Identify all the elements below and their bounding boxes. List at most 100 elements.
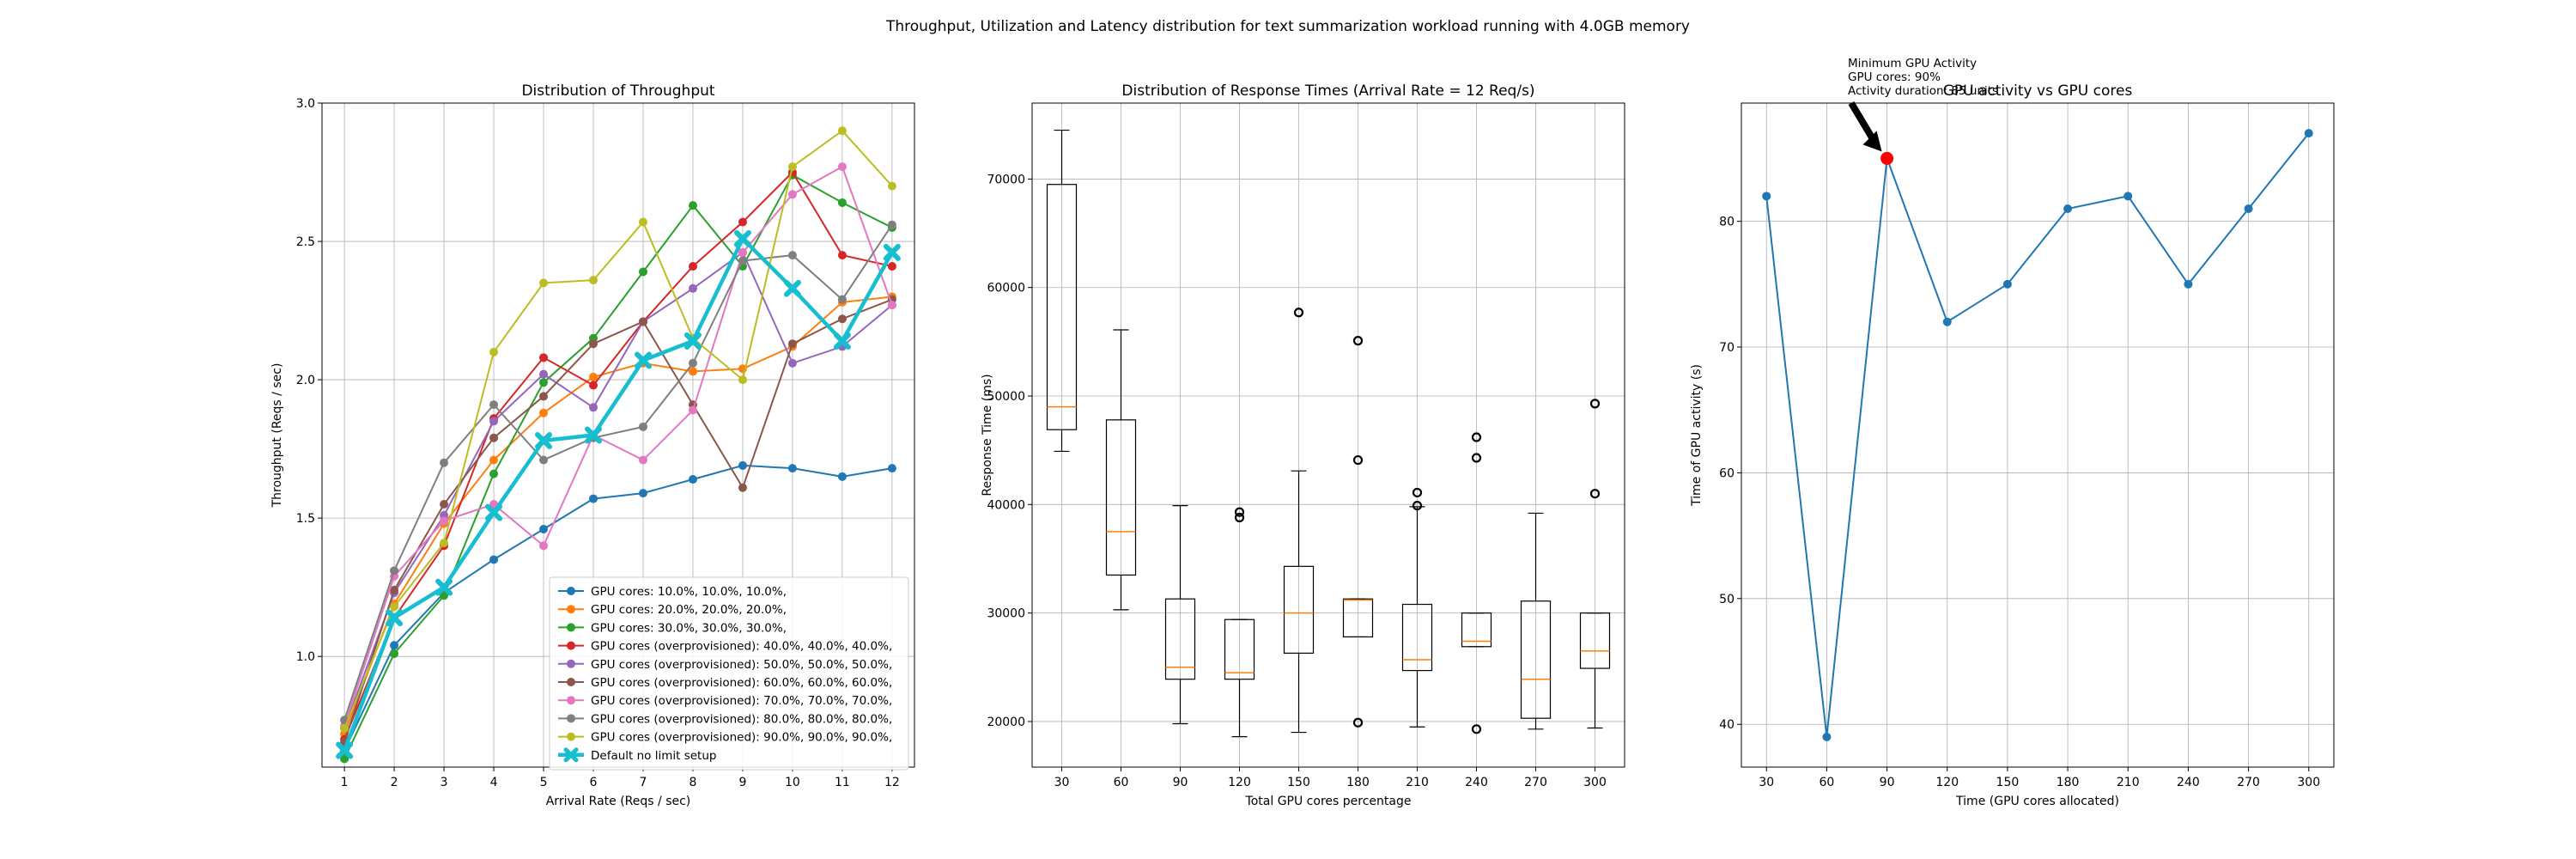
data-point: [688, 283, 697, 293]
data-point: [887, 464, 896, 473]
data-point: [440, 591, 449, 600]
series-line: [343, 224, 893, 721]
x-tick-label: 60: [1819, 776, 1834, 789]
legend-marker: [567, 714, 575, 723]
box: [1105, 419, 1137, 576]
data-point: [2244, 204, 2253, 213]
x-axis-label: Arrival Rate (Reqs / sec): [546, 795, 691, 808]
data-point: [440, 539, 449, 548]
throughput-chart: 1 2 3 4 5 6 7 8 9 10 11 121.01.52.02.53.0Distributi…: [270, 82, 915, 808]
series-line: [343, 165, 893, 727]
data-point: [638, 455, 647, 465]
data-point: [539, 378, 549, 387]
data-point: [589, 276, 598, 285]
data-point: [336, 741, 354, 759]
data-point: [386, 609, 404, 627]
data-point: [787, 464, 797, 473]
x-tick-label: 300: [2297, 776, 2320, 789]
y-axis-label: Throughput (Reqs / sec): [270, 363, 284, 509]
legend-marker: [567, 587, 575, 595]
data-point: [539, 455, 549, 465]
data-point: [390, 602, 399, 612]
data-point: [738, 256, 747, 265]
data-point: [585, 426, 603, 444]
data-point: [340, 754, 349, 764]
series-line: [343, 170, 893, 740]
data-point: [638, 267, 647, 277]
data-point: [688, 262, 697, 271]
data-point: [688, 358, 697, 368]
y-tick-label: 50: [1719, 593, 1735, 606]
data-point: [837, 198, 847, 207]
data-point: [489, 455, 499, 465]
data-point: [539, 541, 549, 551]
legend-label: GPU cores (overprovisioned): 90.0%, 90.0…: [591, 731, 892, 745]
x-tick-label: 150: [1287, 776, 1310, 789]
data-point: [738, 217, 747, 227]
x-axis-label: Total GPU cores percentage: [1245, 795, 1412, 808]
axes-title: GPU activity vs GPU cores: [1943, 82, 2133, 100]
data-point: [837, 295, 847, 304]
legend-marker: [567, 641, 575, 650]
y-tick-label: 70: [1719, 341, 1735, 355]
data-point: [489, 433, 499, 442]
outlier-point: [1234, 507, 1245, 517]
response-time-chart: 30 60 90 120 150 180 210 240 270 300 20000 30000 400…: [981, 82, 1625, 808]
x-tick-label: 1: [341, 776, 349, 789]
data-point: [837, 251, 847, 260]
series-line: [343, 174, 893, 759]
x-tick-label: 11: [835, 776, 850, 789]
legend-label: GPU cores (overprovisioned): 70.0%, 70.0…: [591, 694, 892, 708]
x-tick-label: 150: [1996, 776, 2020, 789]
legend-marker: [567, 696, 575, 705]
data-point: [589, 381, 598, 390]
y-axis-label: Response Time (ms): [981, 374, 994, 496]
data-point: [539, 408, 549, 417]
data-point: [683, 332, 702, 350]
outlier-point: [1589, 399, 1601, 409]
y-tick-label: 20000: [987, 716, 1025, 729]
data-point: [390, 566, 399, 576]
highlight-point: [1880, 151, 1894, 165]
outlier-point: [1412, 500, 1423, 511]
data-point: [2123, 192, 2133, 201]
outlier-point: [1293, 308, 1304, 318]
box: [1579, 612, 1611, 669]
data-point: [390, 649, 399, 658]
data-point: [489, 400, 499, 410]
x-tick-label: 2: [391, 776, 398, 789]
box: [1046, 184, 1078, 430]
y-tick-label: 2.5: [296, 235, 315, 249]
x-tick-label: 120: [1935, 776, 1959, 789]
outlier-point: [1352, 717, 1364, 728]
box: [1461, 612, 1492, 648]
figure-title: Throughput, Utilization and Latency dist…: [885, 18, 1690, 35]
x-tick-label: 180: [1346, 776, 1370, 789]
data-point: [738, 483, 747, 492]
y-axis-label: Time of GPU activity (s): [1690, 364, 1704, 507]
x-tick-label: 300: [1583, 776, 1607, 789]
x-tick-label: 240: [2177, 776, 2200, 789]
x-tick-label: 240: [1465, 776, 1488, 789]
data-point: [440, 516, 449, 526]
legend-marker: [567, 659, 575, 668]
data-point: [638, 317, 647, 326]
data-point: [440, 500, 449, 509]
box: [1342, 598, 1374, 638]
data-point: [688, 475, 697, 484]
data-point: [2002, 279, 2012, 289]
data-point: [589, 403, 598, 412]
outlier-point: [1234, 512, 1245, 523]
data-point: [2304, 129, 2313, 138]
series-line: [343, 298, 893, 743]
x-tick-label: 180: [2057, 776, 2080, 789]
annotation-text: GPU cores: 90%: [1848, 70, 1941, 84]
y-tick-label: 2.0: [296, 374, 315, 387]
legend-label: GPU cores: 20.0%, 20.0%, 20.0%,: [591, 603, 787, 617]
data-point: [539, 392, 549, 401]
x-tick-label: 30: [1759, 776, 1774, 789]
data-point: [787, 358, 797, 368]
outlier-point: [1412, 487, 1423, 498]
annotation-text: Activity duration: 85 units: [1848, 84, 1998, 98]
